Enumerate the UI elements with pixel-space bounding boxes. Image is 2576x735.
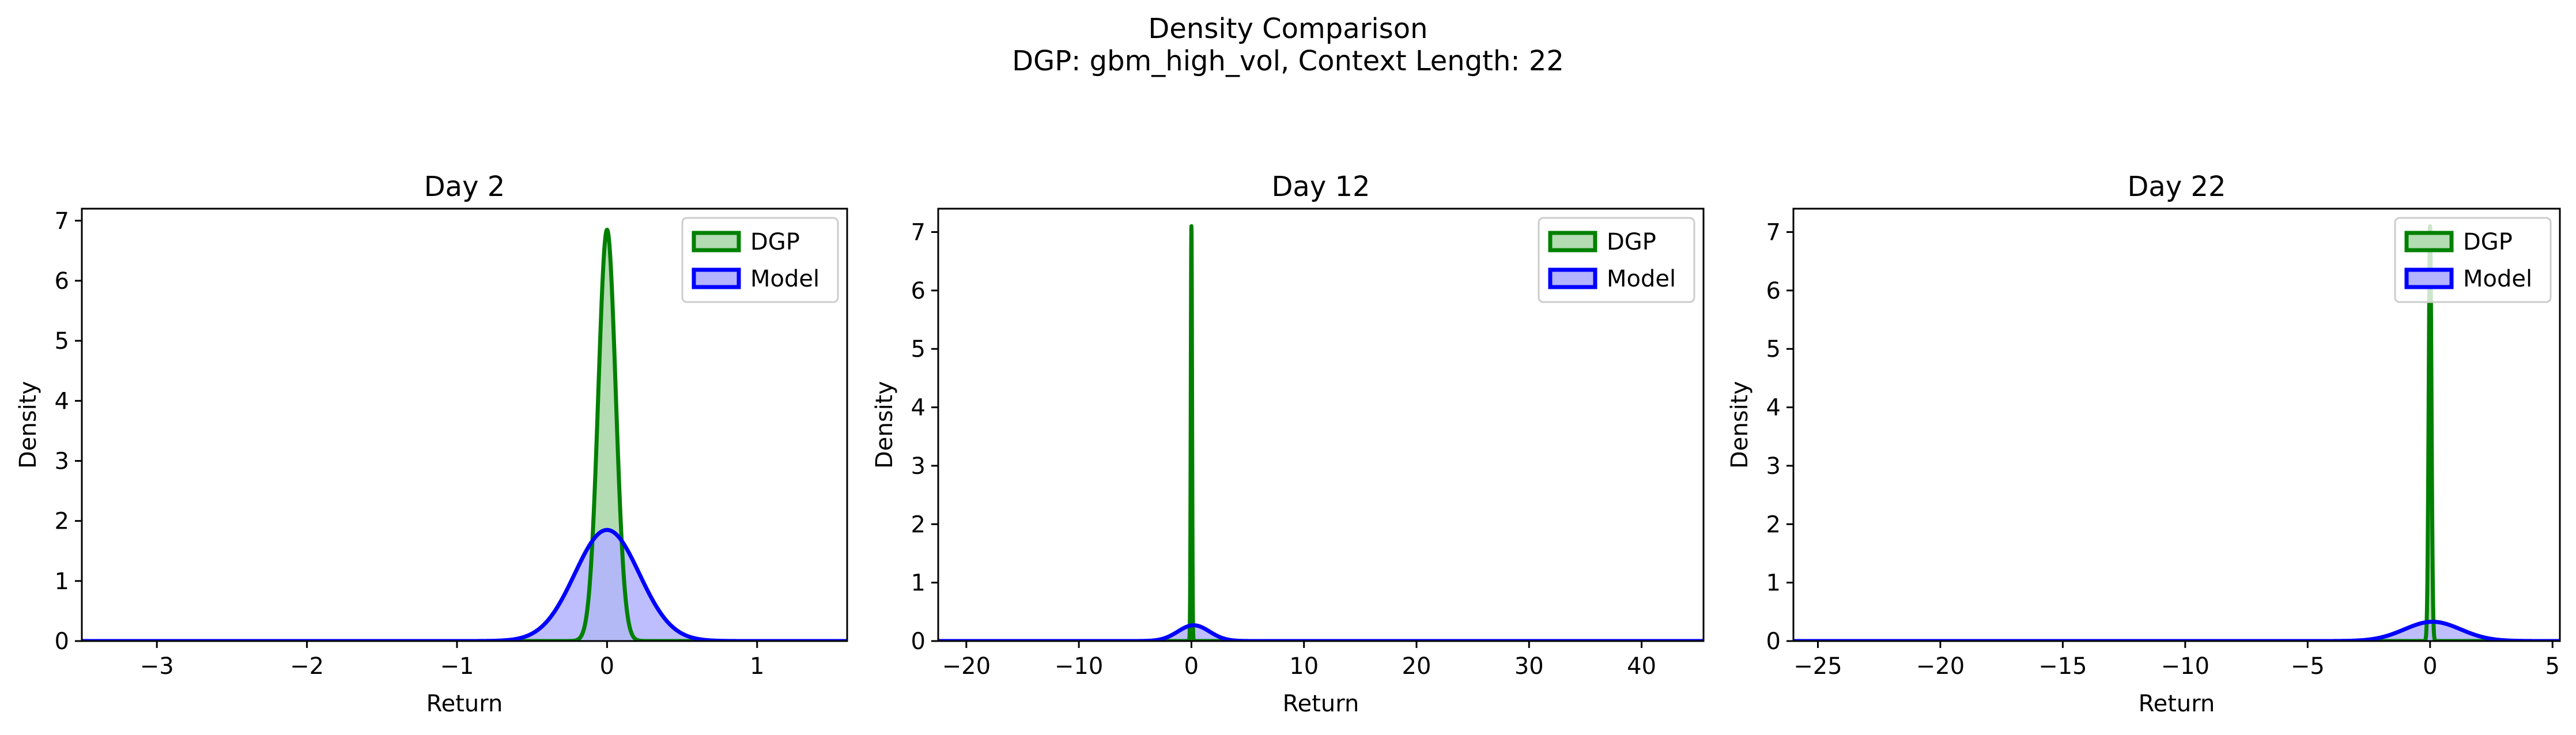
x-tick-label: 10 (1289, 653, 1319, 680)
y-tick-label: 2 (911, 511, 926, 538)
model-legend-swatch (1548, 267, 1597, 289)
figure-subtitle: DGP: gbm_high_vol, Context Length: 22 (1012, 45, 1564, 77)
x-axis-label: Return (1283, 691, 1359, 717)
x-tick-label: −2 (290, 653, 324, 680)
y-tick-label: 0 (1766, 628, 1781, 655)
y-tick-label: 4 (55, 388, 69, 414)
x-tick-label: 0 (2423, 653, 2437, 680)
x-tick-label: −20 (942, 653, 991, 680)
y-axis-label: Density (15, 381, 41, 469)
dgp-legend-label: DGP (1607, 229, 1656, 255)
legend: DGP Model (2394, 217, 2552, 303)
dgp-legend-swatch (2404, 231, 2454, 252)
x-tick-label: −10 (2161, 653, 2209, 680)
y-tick-label: 0 (55, 628, 69, 655)
y-tick-label: 3 (911, 453, 926, 480)
y-tick-label: 4 (1766, 395, 1781, 421)
x-tick-label: −3 (140, 653, 174, 680)
x-tick-label: 5 (2545, 653, 2560, 680)
model-legend-swatch (692, 267, 741, 289)
x-tick-label: −20 (1916, 653, 1965, 680)
x-tick-label: −25 (1793, 653, 1842, 680)
subplot-title: Day 12 (1271, 171, 1370, 203)
x-tick-label: 20 (1402, 653, 1431, 680)
y-tick-label: 5 (55, 328, 69, 355)
axes-frame (1792, 208, 2561, 642)
y-tick-label: 6 (55, 268, 69, 295)
axes-frame (81, 208, 848, 642)
y-tick-label: 7 (55, 208, 69, 235)
x-tick-label: 1 (750, 653, 764, 680)
y-tick-label: 3 (55, 448, 69, 475)
y-tick-label: 5 (911, 336, 926, 363)
model-density-line (82, 527, 847, 641)
y-tick-label: 4 (911, 395, 926, 421)
x-tick-label: −10 (1055, 653, 1103, 680)
model-density-line (1793, 620, 2560, 641)
model-density-fill (1793, 621, 2560, 641)
y-tick-label: 5 (1766, 336, 1781, 363)
y-tick-label: 7 (1766, 220, 1781, 246)
y-tick-label: 6 (1766, 278, 1781, 304)
y-tick-label: 2 (1766, 511, 1781, 538)
dgp-legend-label: DGP (2463, 229, 2513, 255)
subplot-title: Day 22 (2127, 171, 2226, 203)
x-tick-label: 0 (600, 653, 614, 680)
y-tick-label: 2 (55, 508, 69, 535)
y-axis-label: Density (1727, 381, 1753, 469)
x-axis-label: Return (426, 691, 503, 717)
y-tick-label: 3 (1766, 453, 1781, 480)
model-density-fill (938, 625, 1704, 641)
y-axis-label: Density (871, 381, 898, 469)
subplot-2: −20 −10 0 10 20 30 40 0 1 2 3 4 5 6 7 Day 12 Return Densi… (871, 171, 1705, 717)
model-legend-swatch (2404, 267, 2454, 289)
axes-frame (937, 208, 1705, 642)
y-tick-label: 1 (1766, 570, 1781, 597)
model-density-fill (82, 530, 847, 641)
y-tick-label: 1 (911, 570, 926, 597)
legend: DGP Model (681, 217, 839, 303)
y-tick-label: 1 (55, 568, 69, 595)
dgp-legend-label: DGP (750, 229, 800, 255)
x-tick-label: 40 (1627, 653, 1656, 680)
model-density-line (938, 623, 1704, 641)
model-legend-label: Model (750, 266, 819, 292)
x-tick-label: −1 (440, 653, 474, 680)
model-legend-label: Model (1607, 266, 1676, 292)
y-tick-label: 0 (911, 628, 926, 655)
x-axis-label: Return (2139, 691, 2215, 717)
dgp-legend-swatch (1548, 231, 1597, 252)
dgp-legend-swatch (692, 231, 741, 252)
y-tick-label: 7 (911, 220, 926, 246)
model-legend-label: Model (2463, 266, 2532, 292)
subplot-title: Day 2 (424, 171, 505, 203)
x-tick-label: −5 (2291, 653, 2325, 680)
legend: DGP Model (1538, 217, 1695, 303)
x-tick-label: 30 (1514, 653, 1544, 680)
figure-title: Density Comparison (1148, 13, 1428, 45)
x-tick-label: −15 (2038, 653, 2087, 680)
x-tick-label: 0 (1184, 653, 1199, 680)
subplot-1: −3 −2 −1 0 1 0 1 2 3 4 5 6 7 Day 2 Return Density DGP Mod… (15, 171, 848, 717)
y-tick-label: 6 (911, 278, 926, 304)
subplot-3: −25 −20 −15 −10 −5 0 5 0 1 2 3 4 5 6 7 Day 22 Return Dens… (1727, 171, 2561, 717)
